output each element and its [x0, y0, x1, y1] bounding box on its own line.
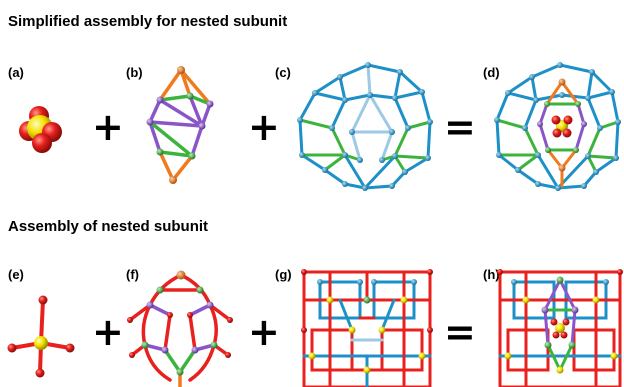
- panel-label-g: (g): [275, 267, 292, 282]
- panel-label-c: (c): [275, 65, 291, 80]
- plus-sign-4: +: [248, 310, 280, 354]
- panel-label-f: (f): [126, 267, 139, 282]
- plus-sign-3: +: [92, 310, 124, 354]
- panel-label-e: (e): [8, 267, 24, 282]
- plus-sign-1: +: [92, 105, 124, 149]
- section-title-simplified: Simplified assembly for nested subunit: [8, 13, 288, 30]
- plus-sign-2: +: [248, 105, 280, 149]
- panel-label-h: (h): [483, 267, 500, 282]
- nested-framework-detailed: [497, 269, 623, 387]
- sulfate-ion-ball-stick: [7, 295, 75, 378]
- section-title-assembly: Assembly of nested subunit: [8, 218, 209, 235]
- outer-cage-large: [297, 62, 433, 191]
- panel-label-b: (b): [126, 65, 143, 80]
- outer-framework-detailed: [301, 269, 433, 387]
- inner-cage-small: [146, 66, 214, 184]
- nested-cage-assembly: [494, 62, 621, 191]
- panel-label-d: (d): [483, 65, 500, 80]
- inner-cage-detailed: [127, 270, 233, 387]
- panel-label-a: (a): [8, 65, 24, 80]
- equals-sign-1: =: [444, 105, 476, 149]
- sulfate-ion-spacefill: [19, 106, 62, 153]
- equals-sign-2: =: [444, 310, 476, 354]
